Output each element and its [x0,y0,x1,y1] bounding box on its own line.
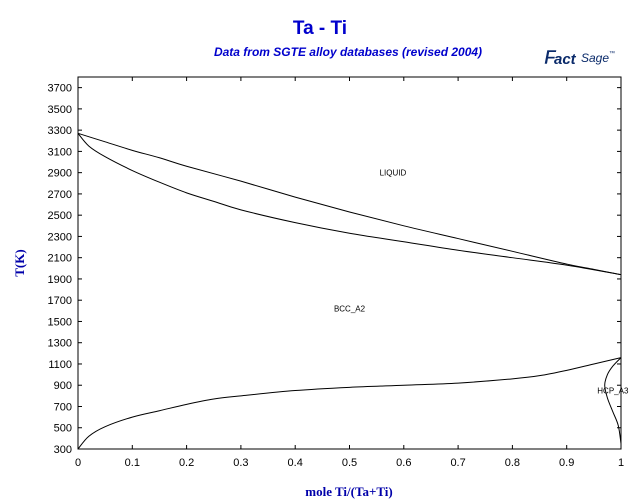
region-label: LIQUID [380,169,407,178]
x-axis-title: mole Ti/(Ta+Ti) [305,484,392,499]
x-tick-label: 0.8 [505,457,520,469]
x-tick-label: 0.5 [342,457,357,469]
factsage-logo: F act Sage ™ [540,38,620,74]
region-label: HCP_A3 [597,387,629,396]
y-tick-label: 1500 [48,316,72,328]
y-tick-label: 2100 [48,253,72,265]
y-tick-label: 1700 [48,295,72,307]
y-tick-label: 3300 [48,125,72,137]
x-tick-label: 1 [618,457,624,469]
solidus-line [77,133,622,276]
chart-title: Ta - Ti [292,18,348,39]
y-tick-label: 2300 [48,231,72,243]
y-tick-label: 700 [54,401,72,413]
y-tick-label: 1300 [48,338,72,350]
region-label: BCC_A2 [334,305,366,314]
y-tick-label: 2700 [48,189,72,201]
bcc-hcp-lower-line [77,357,622,450]
x-tick-label: 0.3 [233,457,248,469]
x-tick-label: 0.7 [450,457,465,469]
svg-text:F: F [544,47,557,69]
liquidus-line [77,132,622,276]
svg-text:™: ™ [609,50,615,57]
y-tick-label: 3500 [48,104,72,116]
chart-subtitle: Data from SGTE alloy databases (revised … [213,45,483,59]
plot-frame [77,76,622,450]
y-tick-label: 1900 [48,274,72,286]
x-axis: 0 0.1 0.2 0.3 0.4 0.5 0.6 0.7 0.8 0.9 1 [75,77,624,469]
y-axis-title: T(K) [12,249,27,276]
region-labels: LIQUID BCC_A2 HCP_A3 [334,169,629,396]
y-tick-label: 1100 [48,359,72,371]
y-tick-label: 900 [54,380,72,392]
svg-text:Sage: Sage [581,51,609,65]
x-tick-label: 0.6 [396,457,411,469]
y-tick-label: 300 [54,444,72,456]
y-tick-label: 500 [54,423,72,435]
hcp-solvus-line [604,357,622,444]
svg-text:act: act [554,51,577,68]
x-tick-label: 0.2 [179,457,194,469]
y-tick-label: 2900 [48,168,72,180]
y-tick-label: 2500 [48,210,72,222]
y-tick-label: 3700 [48,83,72,95]
phase-boundaries [77,132,622,450]
y-axis: 300 500 700 900 1100 1300 1500 1700 1900 2100 2300… [48,83,621,456]
x-tick-label: 0.4 [288,457,303,469]
x-tick-label: 0.1 [125,457,140,469]
y-tick-label: 3100 [48,146,72,158]
x-tick-label: 0 [75,457,81,469]
x-tick-label: 0.9 [559,457,574,469]
